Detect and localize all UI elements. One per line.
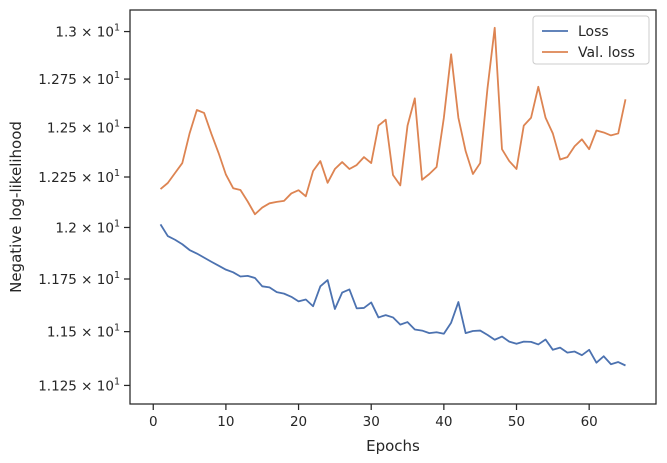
series-line-loss [159, 223, 626, 367]
x-tick-label: 40 [435, 414, 452, 430]
legend-label: Val. loss [578, 45, 635, 61]
y-tick-label: 1.2 × 101 [55, 218, 120, 236]
legend: Loss Val. loss [532, 15, 650, 65]
y-tick-label: 1.175 × 101 [38, 270, 120, 288]
y-axis-label: Negative log-likelihood [7, 121, 25, 293]
x-tick-label: 10 [217, 414, 234, 430]
series-line-val-loss [159, 26, 627, 216]
x-tick-label: 60 [581, 414, 598, 430]
y-tick-label: 1.15 × 101 [47, 323, 120, 341]
x-axis-label: Epochs [366, 437, 420, 455]
y-tick-label: 1.3 × 101 [55, 23, 120, 41]
x-tick-label: 30 [363, 414, 380, 430]
y-tick-label: 1.275 × 101 [38, 70, 120, 88]
x-tick-label: 20 [290, 414, 307, 430]
x-tick-label: 0 [149, 414, 158, 430]
legend-label: Loss [578, 24, 609, 40]
y-tick-label: 1.225 × 101 [38, 168, 120, 186]
axes-frame [129, 9, 657, 405]
x-tick-label: 50 [508, 414, 525, 430]
plot-area [159, 26, 627, 367]
y-axis-ticks: 1.125 × 101 1.15 × 101 1.175 × 101 1.2 × 10… [38, 23, 130, 394]
y-tick-label: 1.125 × 101 [38, 376, 120, 394]
y-tick-label: 1.25 × 101 [47, 119, 120, 137]
x-axis-ticks: 0 10 20 30 40 50 60 [149, 404, 598, 430]
